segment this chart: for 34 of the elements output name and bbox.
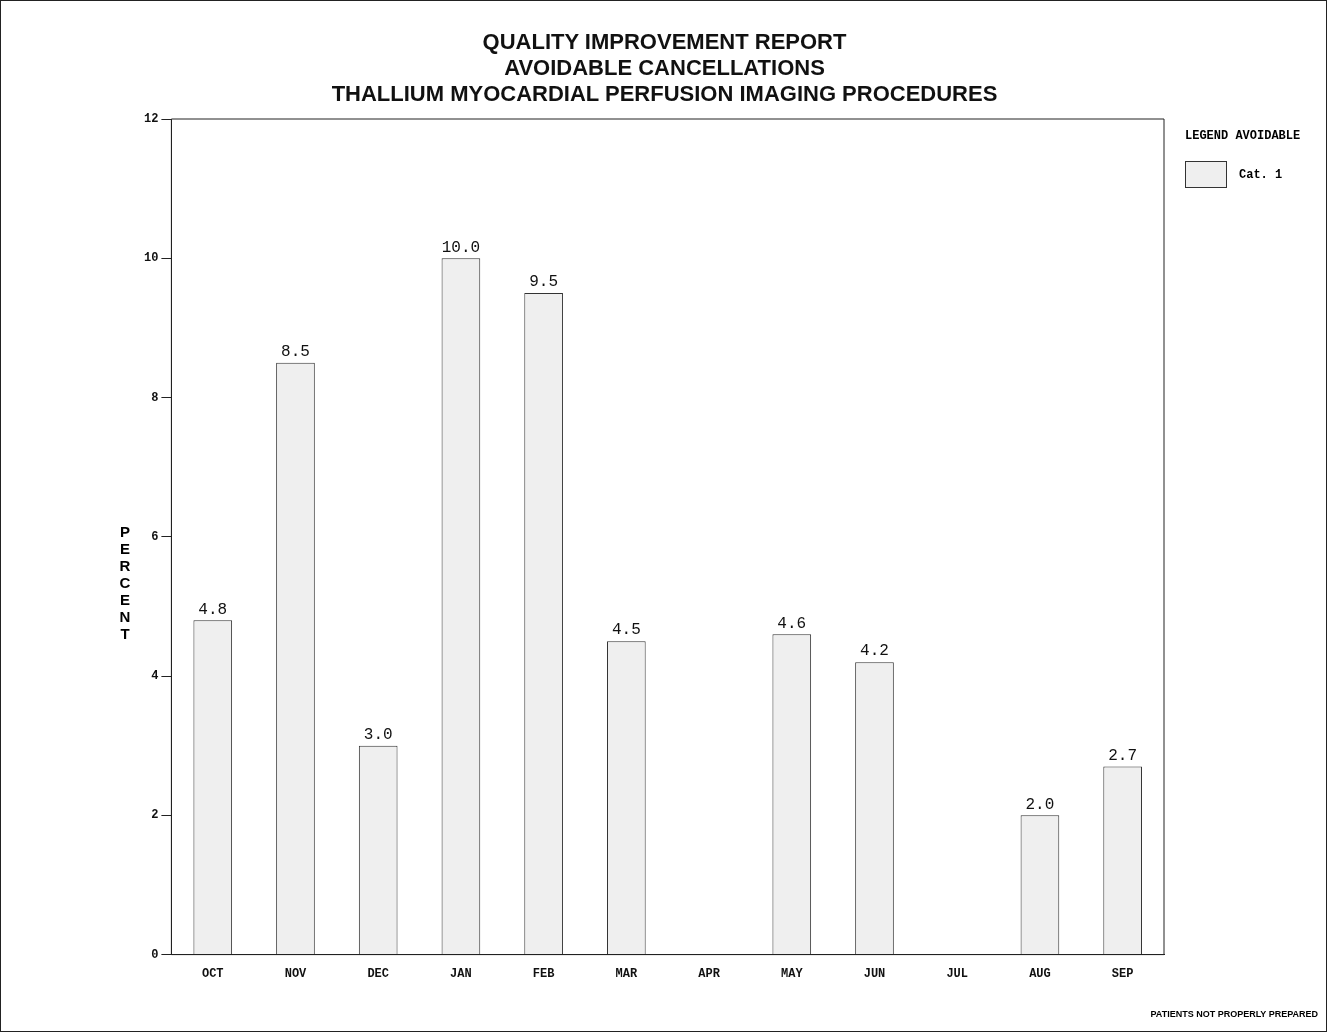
y-tick-label: 8 — [151, 390, 159, 405]
y-tick-label: 4 — [151, 669, 159, 684]
data-label: 10.0 — [441, 238, 481, 257]
data-label: 4.8 — [198, 600, 228, 619]
x-tick-label: MAY — [780, 966, 804, 981]
text: Cat. 1 — [1239, 167, 1283, 182]
data-label: 2.0 — [1025, 795, 1055, 814]
y-tick-label: 0 — [151, 947, 159, 962]
data-label: 2.7 — [1108, 746, 1138, 765]
x-tick-label: SEP — [1111, 966, 1134, 981]
legend-title: LEGEND AVOIDABLE — [1185, 129, 1301, 143]
data-label: 3.0 — [363, 725, 393, 744]
y-tick-label: 12 — [144, 112, 159, 127]
data-label: 4.6 — [777, 614, 807, 633]
x-tick-label: JUL — [946, 966, 969, 981]
data-label: 9.5 — [529, 273, 559, 292]
x-tick-label: DEC — [367, 966, 389, 981]
x-tick-label: AUG — [1029, 966, 1051, 981]
x-tick-label: MAR — [615, 966, 638, 981]
data-label: 8.5 — [281, 342, 310, 361]
chart-title: QUALITY IMPROVEMENT REPORT AVOIDABLE CANCELLATIONS THALLIUM MYOCARDIAL PERFUSION IMAGING PROCEDURES — [330, 29, 999, 107]
y-tick-label: 6 — [151, 529, 159, 544]
x-tick-label: APR — [698, 966, 721, 981]
y-axis-title: PERCENT — [118, 523, 132, 642]
x-tick-label: NOV — [284, 966, 308, 981]
y-tick-label: 10 — [144, 251, 159, 266]
x-tick-label: JAN — [450, 966, 472, 981]
text: PATIENTS NOT PROPERLY PREPARED — [1150, 1009, 1318, 1019]
x-tick-label: OCT — [201, 966, 224, 981]
x-tick-label: FEB — [532, 966, 555, 981]
data-label: 4.5 — [611, 621, 641, 640]
y-tick-label: 2 — [151, 808, 159, 823]
x-tick-label: JUN — [863, 966, 886, 981]
data-label: 4.2 — [860, 642, 889, 661]
